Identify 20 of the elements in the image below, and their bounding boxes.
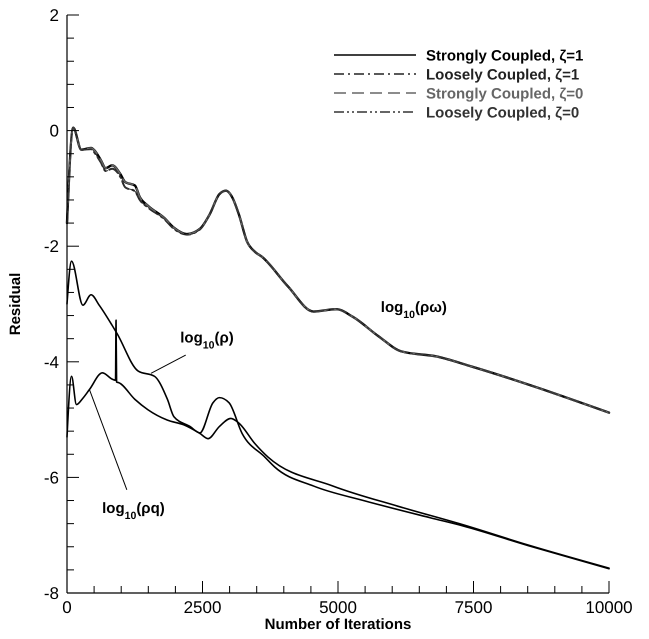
y-tick-label: -4 [44,352,59,372]
x-tick-label: 2500 [184,598,222,617]
x-tick-label: 10000 [585,598,633,617]
y-tick-label: -2 [44,237,59,256]
y-axis-title: Residual [7,272,24,336]
x-tick-label: 0 [62,598,72,617]
y-tick-label: -8 [44,584,59,603]
y-tick-label: 0 [50,122,59,141]
x-axis-title: Number of Iterations [264,616,412,633]
annotation: log$_{10}$(ρq) [102,500,165,522]
x-tick-label: 5000 [319,598,357,617]
annotation: log$_{10}$(ρω) [380,299,447,322]
text: Strongly Coupled, ζ=1 [426,47,584,64]
text: Strongly Coupled, ζ=0 [426,85,584,102]
text: Loosely Coupled, ζ=0 [426,104,580,122]
y-tick-label: 2 [50,6,59,25]
x-tick-label: 7500 [454,598,492,617]
y-tick-label: -6 [44,468,59,488]
text: Loosely Coupled, ζ=1 [426,66,580,84]
annotation: log$_{10}$(ρ) [180,330,234,352]
